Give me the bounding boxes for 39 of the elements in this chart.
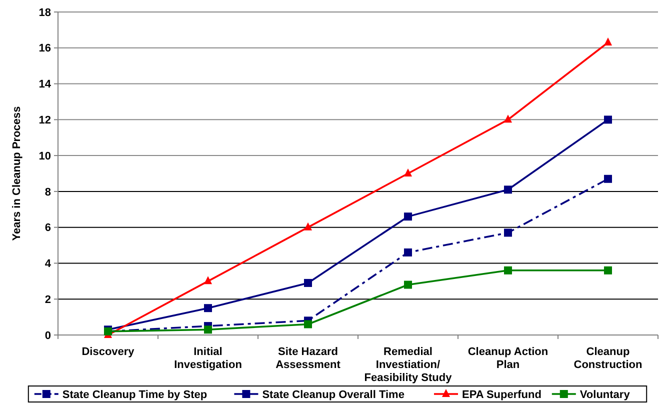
y-tick-label: 8	[44, 186, 51, 198]
point	[204, 276, 212, 284]
y-tick-label: 18	[38, 6, 51, 19]
x-tick-label: Initial Investigation	[174, 346, 242, 371]
point	[204, 304, 212, 312]
point	[304, 222, 312, 230]
legend-label: Voluntary	[580, 388, 631, 401]
y-tick-label: 10	[38, 150, 51, 162]
y-tick-label: 12	[38, 114, 51, 127]
point	[504, 228, 512, 237]
point	[204, 326, 212, 334]
y-tick-label: 6	[44, 222, 51, 234]
y-axis-title: Years in Cleanup Process	[11, 106, 23, 241]
x-tick-label: Discovery	[82, 346, 136, 358]
point	[504, 186, 512, 194]
point	[604, 266, 612, 274]
legend-label: State Cleanup Time by Step	[62, 388, 208, 401]
point	[604, 38, 612, 46]
y-tick-label: 14	[38, 78, 52, 91]
y-tick-label: 0	[44, 330, 51, 342]
y-tick-label: 2	[44, 294, 51, 306]
point	[504, 114, 512, 123]
point	[404, 280, 412, 289]
x-tick-label: Site Hazard Assessment	[276, 346, 341, 371]
legend-label: EPA Superfund	[462, 388, 542, 401]
x-tick-label: Remedial Investiation/ Feasibility Study	[364, 346, 453, 384]
y-tick-label: 4	[44, 258, 52, 270]
x-tick-label: Cleanup Construction	[574, 346, 642, 371]
point	[404, 248, 412, 256]
point	[604, 116, 612, 124]
point	[304, 278, 312, 287]
legend-label: State Cleanup Overall Time	[262, 388, 404, 401]
point	[504, 266, 512, 274]
x-tick-label: Cleanup Action Plan	[468, 346, 548, 371]
point	[604, 174, 612, 183]
point	[304, 320, 312, 328]
point	[404, 168, 412, 176]
y-tick-label: 16	[38, 42, 51, 55]
point	[404, 212, 412, 221]
